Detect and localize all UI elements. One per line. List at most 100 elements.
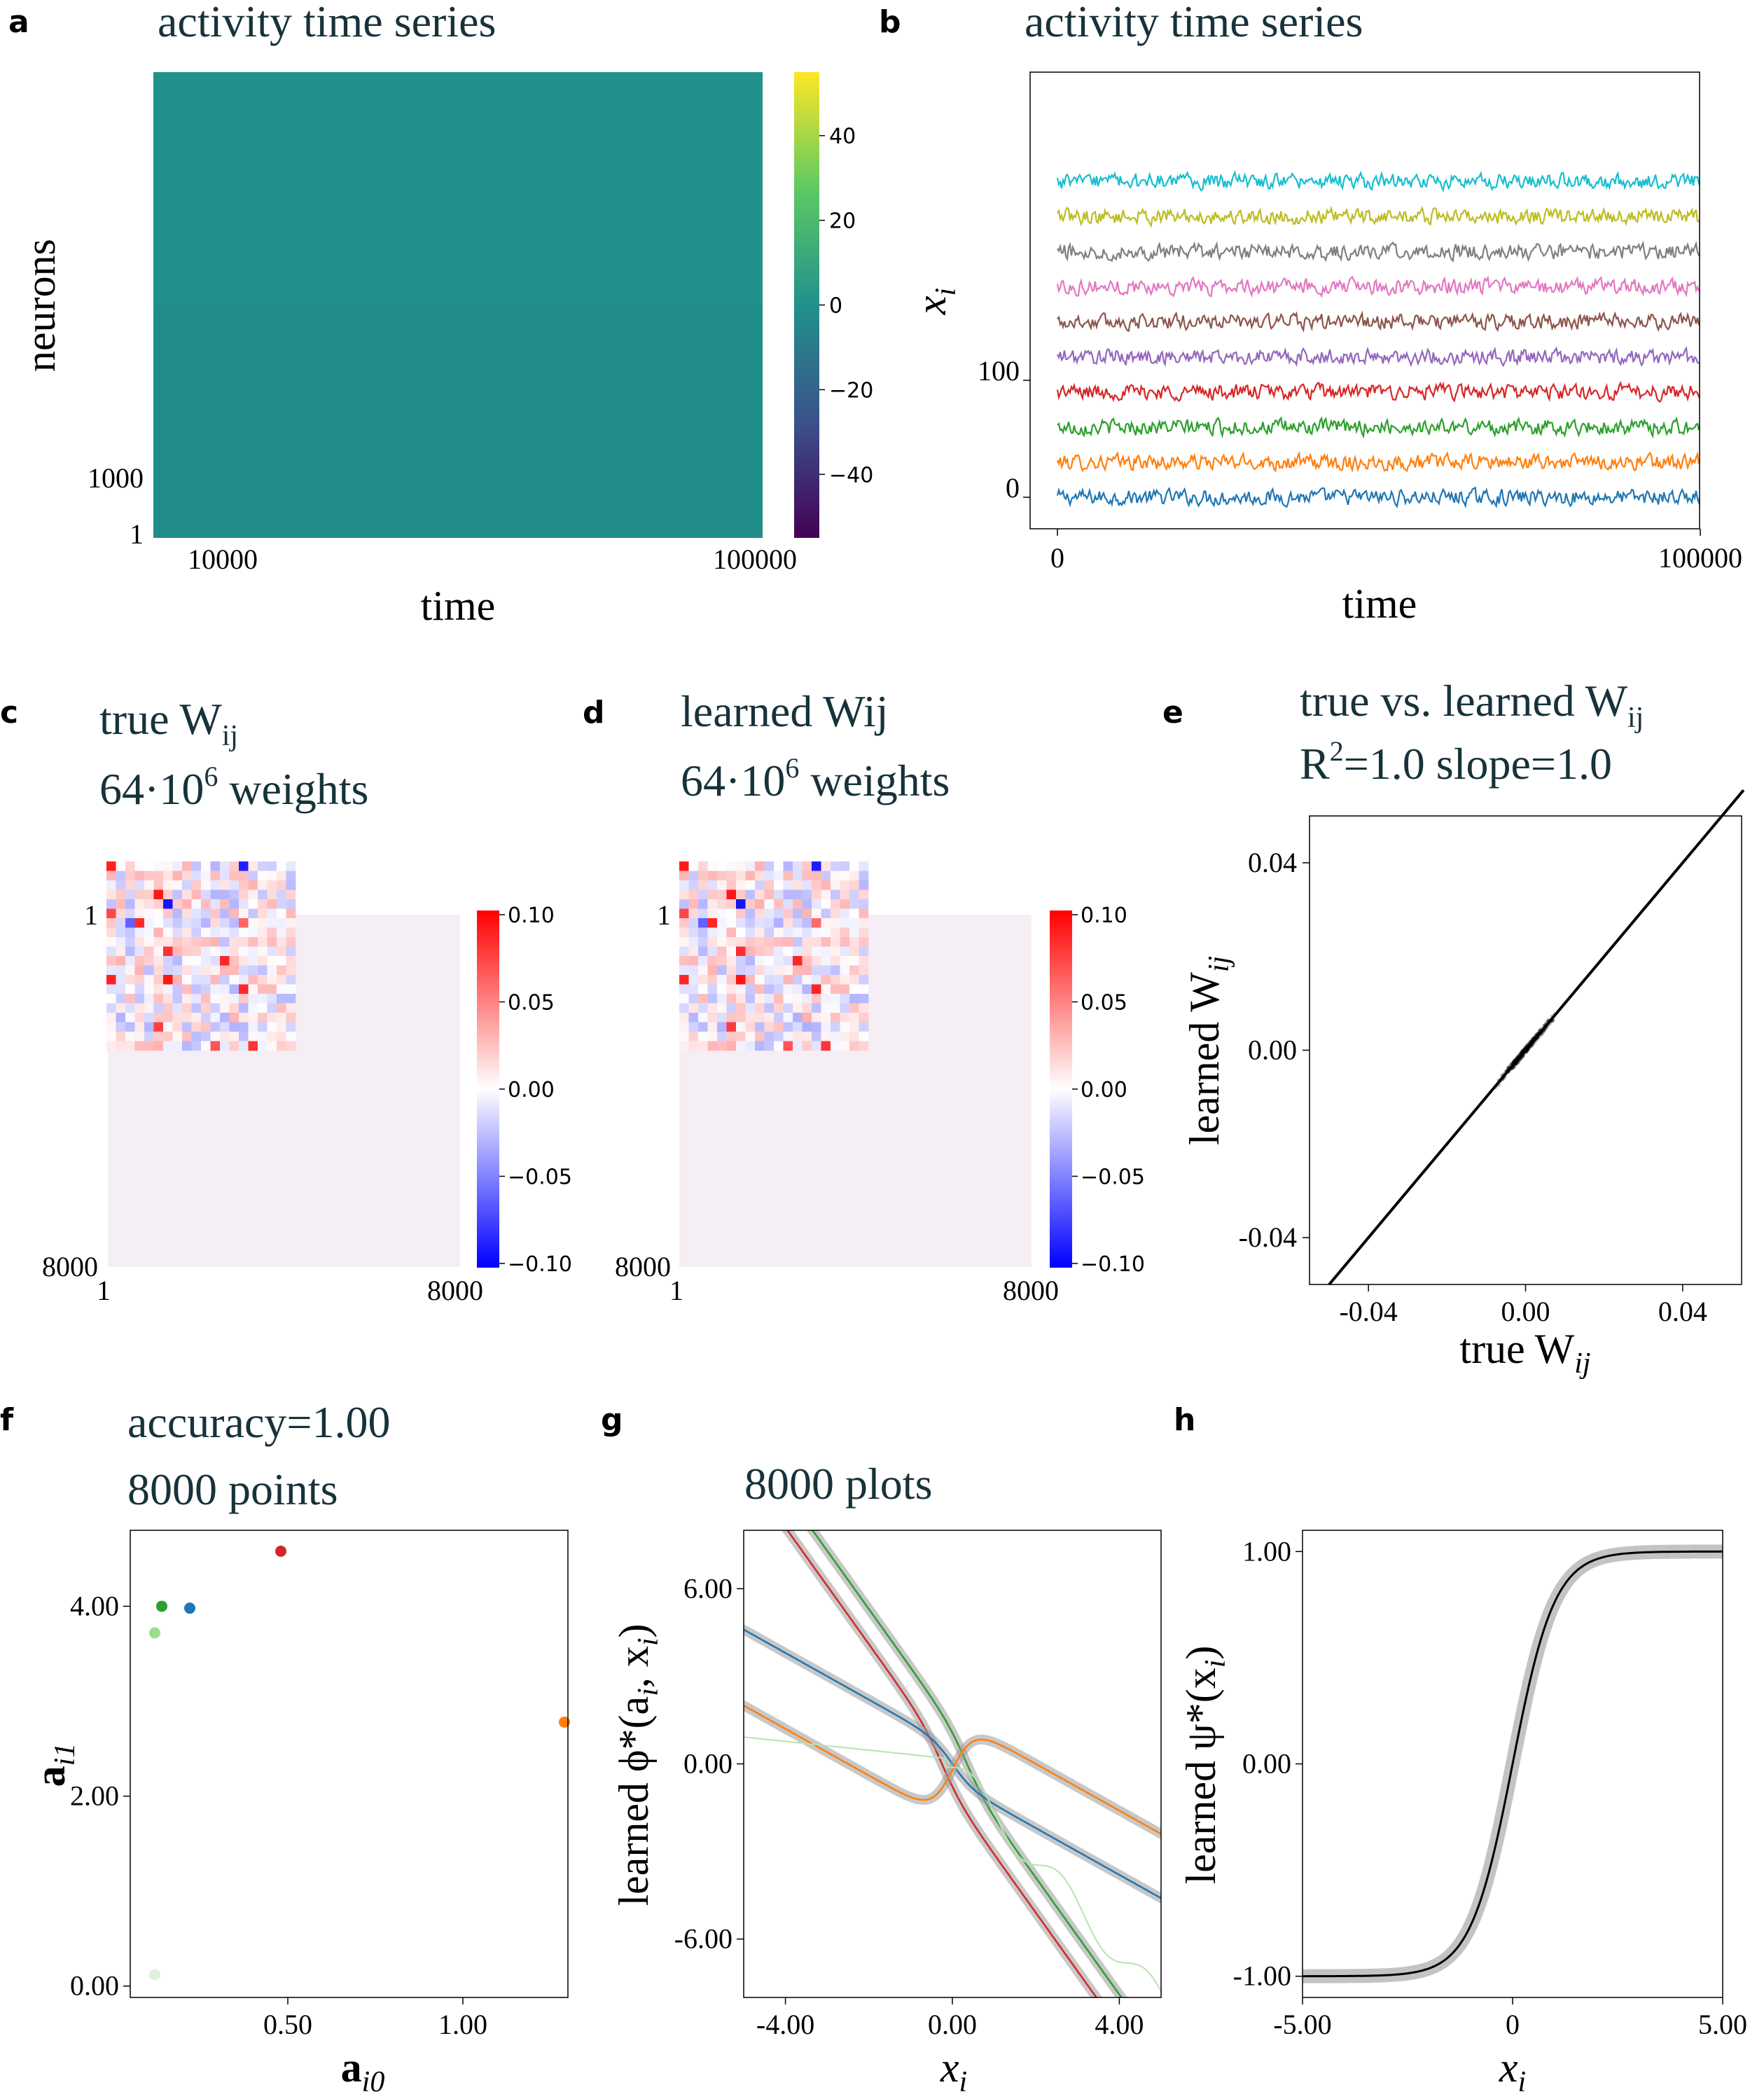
weight-cell [726,918,737,928]
weight-cell [802,889,812,900]
weight-cell [220,871,230,881]
weight-cell [220,1032,230,1041]
weight-cell [267,1032,277,1041]
weight-cell [201,927,211,938]
weight-cell [736,984,746,995]
weight-cell [134,994,145,1004]
scatter-point [1535,1033,1540,1038]
panel-f-frame [130,1530,569,1998]
scatter-point [1531,1039,1536,1044]
weight-cell [106,1032,116,1041]
weight-cell [144,899,154,909]
weight-cell [793,1022,803,1032]
weight-cell [267,937,277,947]
weight-cell [774,889,784,900]
scatter-point [1517,1053,1522,1058]
weight-cell [182,927,192,938]
weight-cell [125,946,135,957]
weight-cell [125,965,135,976]
scatter-point [1518,1053,1523,1058]
weight-cell [679,975,689,985]
weight-cell [840,1032,850,1041]
weight-cell [774,871,784,881]
scatter-point [1529,1039,1534,1044]
weight-cell [821,871,831,881]
weight-cell [688,937,699,947]
weight-cell [220,984,230,995]
weight-cell [258,1003,268,1013]
weight-cell [849,927,859,938]
series-line [1056,450,1700,473]
colorbar-tick-label: 0.00 [1081,1078,1127,1102]
weight-cell [717,861,727,871]
weight-cell [267,871,277,881]
weight-cell [191,889,202,900]
weight-cell [783,1032,793,1041]
weight-cell [267,984,277,995]
weight-cell [764,918,775,928]
weight-cell [286,984,296,995]
scatter-point [1514,1061,1519,1066]
weight-cell [679,927,689,938]
weight-cell [229,1032,239,1041]
weight-cell [698,1041,708,1051]
panel-c-ytick: 1 [84,899,98,931]
weight-cell [802,956,812,966]
weight-cell [745,871,756,881]
weight-cell [717,1022,727,1032]
weight-cell [267,1022,277,1032]
weight-cell [144,918,154,928]
weight-cell [182,975,192,985]
weight-cell [783,937,793,947]
weight-cell [220,956,230,966]
weight-cell [707,1022,718,1032]
scatter-point [1542,1023,1547,1028]
scatter-point [1520,1052,1525,1057]
weight-cell [163,1013,173,1023]
weight-cell [831,918,840,928]
weight-cell [755,1032,765,1041]
weight-cell [125,899,135,909]
scatter-point [1526,1041,1531,1046]
weight-cell [153,927,164,938]
weight-cell [840,889,850,900]
svg-text:learned ϕ*(ai, xi): learned ϕ*(ai, xi) [611,1623,665,1906]
weight-cell [220,937,230,947]
embedding-point [156,1600,167,1612]
scatter-point [1520,1053,1525,1058]
scatter-point [1525,1044,1530,1048]
scatter-point [1519,1053,1524,1058]
panel-b-xtick: 100000 [1658,542,1742,574]
scatter-point [1505,1068,1510,1073]
weight-cell [859,946,869,957]
weight-cell [679,880,689,890]
scatter-point [1520,1049,1525,1054]
weight-cell [755,927,765,938]
weight-cell [144,880,154,890]
weight-cell [153,871,164,881]
panel-b-series [1056,169,1700,508]
y-tick-label: -0.04 [1239,1221,1297,1253]
weight-cell [774,899,784,909]
scatter-point [1542,1027,1547,1032]
panel-a-xtick: 10000 [188,543,258,575]
panel-f-plot: 0.50 1.00 0.00 2.00 4.00 [70,1545,570,2040]
panel-c-title: true Wij [99,694,238,752]
weight-cell [116,994,126,1004]
panel-c-letter: c [0,695,18,730]
weight-cell [277,946,286,957]
weight-cell [707,1003,718,1013]
weight-cell [248,994,258,1004]
weight-cell [182,1022,192,1032]
weight-cell [116,975,126,985]
x-tick-label: 0.04 [1658,1296,1707,1327]
scatter-point [1512,1060,1517,1065]
weight-cell [191,956,202,966]
weight-cell [134,871,145,881]
weight-cell [106,975,116,985]
weight-cell [191,994,202,1004]
scatter-point [1513,1058,1518,1063]
panel-b-frame [1029,71,1700,529]
weight-cell [840,984,850,995]
weight-cell [201,871,211,881]
